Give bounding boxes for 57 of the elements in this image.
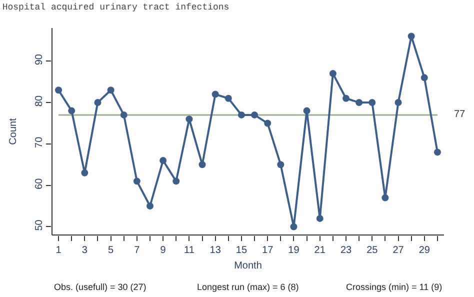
point (107, 86, 114, 94)
x-tick-label: 15 (236, 245, 248, 256)
point (133, 178, 140, 185)
point (303, 107, 310, 114)
point (290, 223, 298, 230)
x-tick-label: 13 (210, 245, 222, 256)
point (394, 99, 402, 106)
point (55, 86, 62, 94)
point (172, 178, 180, 185)
point (198, 161, 206, 168)
x-tick-label: 7 (134, 245, 140, 256)
x-tick-label: 11 (184, 245, 195, 256)
point (264, 120, 272, 127)
point (120, 111, 128, 118)
y-tick-label: 70 (34, 136, 45, 148)
point (420, 74, 428, 82)
x-tick-label: 29 (418, 245, 430, 256)
ref-line-label: 77 (454, 109, 466, 120)
text: Obs. (usefull) = 30 (27) (54, 282, 146, 292)
point (238, 111, 245, 118)
point (329, 70, 336, 78)
point (186, 116, 193, 123)
x-tick-label: 3 (82, 245, 88, 256)
point (356, 99, 363, 106)
text: Longest run (max) = 6 (8) (197, 282, 299, 292)
x-tick-label: 23 (340, 245, 352, 256)
point (251, 111, 258, 118)
point (408, 32, 415, 40)
y-axis-title: Count (8, 118, 19, 145)
point (316, 214, 324, 222)
point (368, 99, 376, 106)
point (146, 202, 154, 210)
x-tick-label: 9 (160, 245, 166, 256)
text: Crossings (min) = 11 (9) (346, 282, 442, 292)
point (382, 194, 389, 202)
point (160, 156, 167, 164)
x-tick-label: 5 (108, 245, 114, 256)
point (434, 148, 441, 156)
y-tick-label: 50 (34, 219, 45, 231)
point (342, 94, 350, 102)
x-tick-label: 27 (392, 245, 404, 256)
x-tick-label: 17 (262, 245, 274, 256)
point (68, 107, 76, 114)
y-tick-label: 80 (34, 95, 45, 107)
y-tick-label: 60 (34, 178, 45, 190)
y-tick-label: 90 (34, 54, 45, 66)
point (224, 94, 232, 102)
x-tick-label: 25 (366, 245, 378, 256)
point (212, 90, 219, 98)
x-tick-label: 19 (288, 245, 300, 256)
chart-title: Hospital acquired urinary tract infections (2, 2, 230, 12)
point (94, 99, 102, 106)
x-tick-label: 21 (314, 245, 326, 256)
x-tick-label: 1 (56, 245, 62, 256)
point (277, 161, 284, 168)
x-axis-title: Month (234, 260, 262, 272)
point (81, 169, 88, 176)
